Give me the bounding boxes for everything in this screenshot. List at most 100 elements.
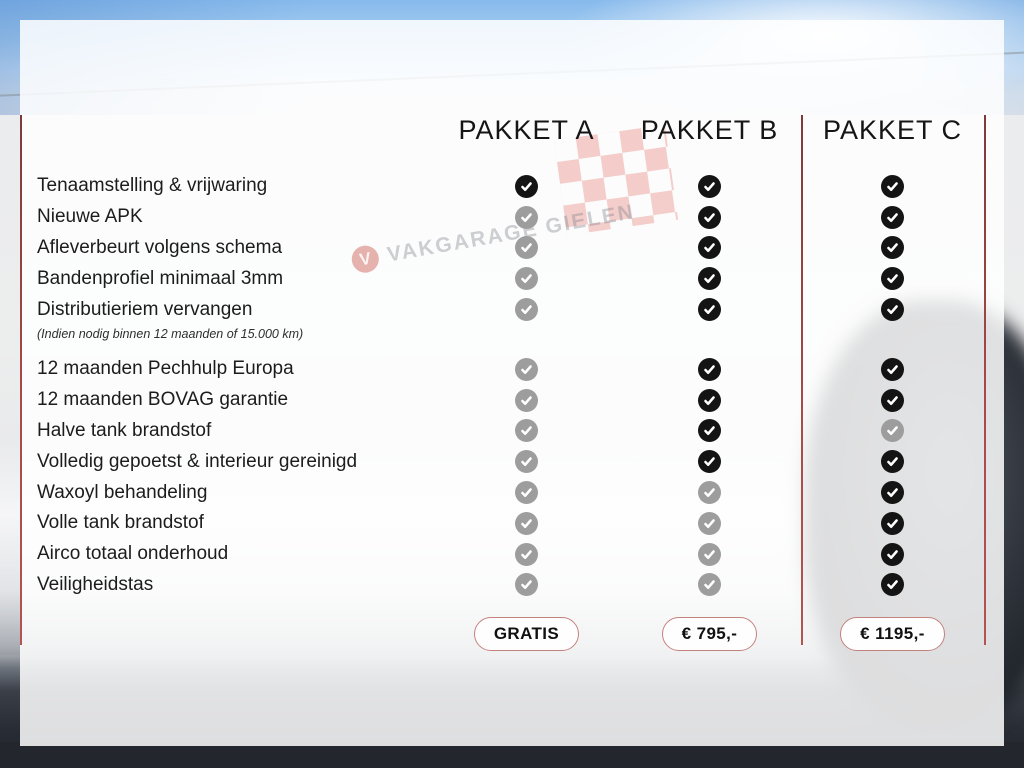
check-cell-c <box>801 511 984 535</box>
check-cell-a <box>435 481 618 505</box>
check-cell-b <box>618 205 801 229</box>
feature-label: Distributieriem vervangen <box>37 298 253 320</box>
feature-row: Airco totaal onderhoud <box>20 539 986 570</box>
check-cell-a <box>435 573 618 597</box>
check-icon-included <box>881 267 904 291</box>
feature-label: Bandenprofiel minimaal 3mm <box>37 267 284 289</box>
check-icon-excluded <box>515 542 538 566</box>
feature-note: (Indien nodig binnen 12 maanden of 15.00… <box>37 326 304 341</box>
check-icon-included <box>881 205 904 229</box>
feature-row: 12 maanden BOVAG garantie <box>20 385 986 416</box>
check-cell-a <box>435 450 618 474</box>
check-icon-excluded <box>698 573 721 597</box>
check-icon-included <box>881 236 904 260</box>
feature-label: Nieuwe APK <box>37 206 143 228</box>
check-icon-excluded <box>515 298 538 322</box>
check-icon-included <box>881 511 904 535</box>
check-cell-b <box>618 174 801 198</box>
check-icon-included <box>698 419 721 443</box>
check-cell-c <box>801 419 984 443</box>
check-cell-b <box>618 298 801 322</box>
check-icon-excluded <box>515 511 538 535</box>
check-cell-c <box>801 450 984 474</box>
check-cell-a <box>435 267 618 291</box>
check-cell-a <box>435 419 618 443</box>
check-icon-excluded <box>698 481 721 505</box>
price-button-b[interactable]: € 795,- <box>661 617 758 651</box>
check-cell-b <box>618 357 801 381</box>
column-divider <box>801 115 803 645</box>
check-icon-included <box>881 450 904 474</box>
check-cell-c <box>801 298 984 322</box>
check-cell-c <box>801 481 984 505</box>
check-cell-b <box>618 511 801 535</box>
check-icon-included <box>698 236 721 260</box>
check-cell-b <box>618 481 801 505</box>
check-icon-included <box>698 174 721 198</box>
check-cell-b <box>618 542 801 566</box>
feature-label: Airco totaal onderhoud <box>37 543 229 565</box>
feature-label: Tenaamstelling & vrijwaring <box>37 175 268 197</box>
check-cell-c <box>801 388 984 412</box>
package-header-c: PAKKET C <box>822 115 963 145</box>
check-cell-a <box>435 174 618 198</box>
feature-label: Veiligheidstas <box>37 573 154 595</box>
check-icon-excluded <box>515 419 538 443</box>
check-cell-b <box>618 450 801 474</box>
feature-row: Distributieriem vervangen <box>20 294 986 325</box>
feature-row: Afleverbeurt volgens schema <box>20 233 986 264</box>
header-spacer <box>20 112 435 148</box>
price-spacer <box>20 617 435 651</box>
check-cell-a <box>435 205 618 229</box>
comparison-panel: V VAKGARAGE GIELEN PAKKET A PAKKET B PAKKE… <box>20 20 1004 746</box>
feature-row: Volle tank brandstof <box>20 508 986 539</box>
price-button-c[interactable]: € 1195,- <box>840 617 945 651</box>
feature-label: Volledig gepoetst & interieur gereinigd <box>37 450 358 472</box>
group-gap <box>20 345 986 354</box>
check-cell-b <box>618 388 801 412</box>
price-button-a[interactable]: GRATIS <box>473 617 580 651</box>
asphalt-ground <box>0 742 1024 768</box>
check-icon-included <box>881 298 904 322</box>
check-cell-c <box>801 357 984 381</box>
feature-row: Bandenprofiel minimaal 3mm <box>20 263 986 294</box>
price-cell-a: GRATIS <box>435 617 618 651</box>
check-icon-excluded <box>698 542 721 566</box>
column-divider <box>20 115 22 645</box>
feature-row: Veiligheidstas <box>20 570 986 601</box>
package-headers: PAKKET A PAKKET B PAKKET C <box>20 112 984 148</box>
feature-label: 12 maanden BOVAG garantie <box>37 389 289 411</box>
check-cell-c <box>801 236 984 260</box>
feature-label: Halve tank brandstof <box>37 419 212 441</box>
check-icon-excluded <box>881 419 904 443</box>
check-cell-b <box>618 236 801 260</box>
package-header-a: PAKKET A <box>458 115 595 145</box>
check-icon-included <box>698 298 721 322</box>
check-cell-c <box>801 174 984 198</box>
check-icon-excluded <box>515 236 538 260</box>
check-icon-included <box>881 357 904 381</box>
check-icon-included <box>698 388 721 412</box>
feature-row: Nieuwe APK <box>20 202 986 233</box>
check-cell-a <box>435 388 618 412</box>
check-cell-a <box>435 357 618 381</box>
check-icon-excluded <box>515 450 538 474</box>
check-cell-a <box>435 511 618 535</box>
feature-row: Waxoyl behandeling <box>20 477 986 508</box>
price-cell-c: € 1195,- <box>801 617 984 651</box>
price-row: GRATIS € 795,- € 1195,- <box>20 617 984 651</box>
check-icon-excluded <box>515 388 538 412</box>
check-icon-excluded <box>698 511 721 535</box>
feature-label: 12 maanden Pechhulp Europa <box>37 358 294 380</box>
check-icon-included <box>881 573 904 597</box>
feature-row: Halve tank brandstof <box>20 416 986 447</box>
check-cell-c <box>801 205 984 229</box>
check-icon-excluded <box>515 481 538 505</box>
check-cell-b <box>618 573 801 597</box>
check-icon-excluded <box>515 267 538 291</box>
package-header-b: PAKKET B <box>640 115 779 145</box>
check-icon-excluded <box>515 573 538 597</box>
check-cell-b <box>618 419 801 443</box>
check-icon-excluded <box>515 357 538 381</box>
